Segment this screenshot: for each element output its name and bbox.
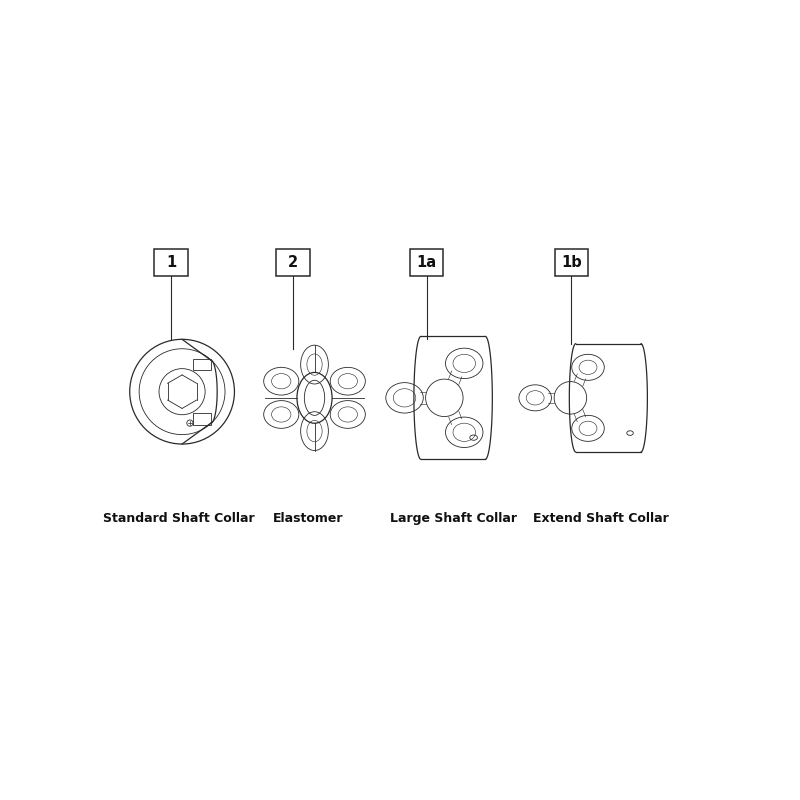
FancyBboxPatch shape <box>276 249 310 276</box>
FancyBboxPatch shape <box>410 249 443 276</box>
Text: 1: 1 <box>166 255 176 270</box>
Text: 1a: 1a <box>417 255 437 270</box>
Text: 1b: 1b <box>561 255 582 270</box>
Text: 2: 2 <box>288 255 298 270</box>
Text: Large Shaft Collar: Large Shaft Collar <box>390 512 517 525</box>
FancyBboxPatch shape <box>554 249 588 276</box>
Text: Extend Shaft Collar: Extend Shaft Collar <box>533 512 669 525</box>
Text: Standard Shaft Collar: Standard Shaft Collar <box>103 512 255 525</box>
FancyBboxPatch shape <box>154 249 188 276</box>
Text: Elastomer: Elastomer <box>273 512 344 525</box>
